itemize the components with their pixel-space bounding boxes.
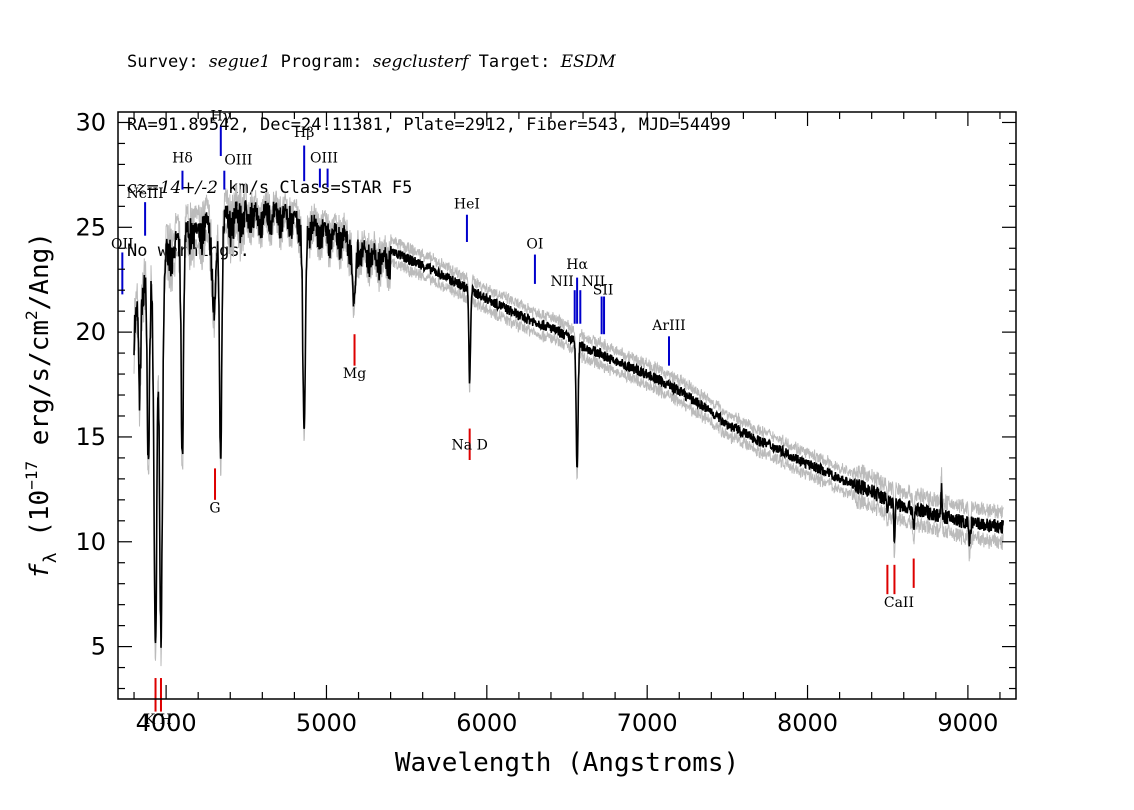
x-tick-label: 4000 xyxy=(136,709,197,737)
line-label: OII xyxy=(111,236,134,252)
line-label: Mg xyxy=(343,366,366,382)
line-label: Hγ xyxy=(210,108,231,124)
header-line-survey: Survey: segue1 Program: segclusterf Targ… xyxy=(127,52,731,73)
y-tick-label: 5 xyxy=(91,633,106,661)
y-axis-label-part: f xyxy=(25,563,55,579)
header-line-coords: RA=91.89542, Dec=24.11381, Plate=2912, F… xyxy=(127,115,731,135)
y-tick-label: 10 xyxy=(75,528,106,556)
line-markers xyxy=(121,126,915,712)
header-line-redshift: cz=14+/-2 km/s Class=STAR F5 xyxy=(127,178,731,199)
line-label: Hα xyxy=(566,257,588,273)
y-axis-label-part: −17 xyxy=(22,461,41,490)
plot-axes: 4000 5000 6000 7000 8000 9000 5 10 15 20 25 30 xyxy=(75,108,1017,737)
y-tick-label: 15 xyxy=(75,423,106,451)
y-axis-label-part: erg/s/cm xyxy=(25,320,55,461)
flux-series xyxy=(133,200,1004,648)
program-value: segclusterf xyxy=(372,52,469,72)
x-axis-label: Wavelength (Angstroms) xyxy=(395,748,739,778)
survey-value: segue1 xyxy=(208,52,271,72)
line-label: ArIII xyxy=(651,318,685,334)
x-tick-label: 5000 xyxy=(296,709,357,737)
y-axis-label-part: (10 xyxy=(25,490,55,553)
line-label: OIII xyxy=(310,150,338,166)
line-label: Na D xyxy=(452,438,488,454)
y-axis-label-part: /Ang) xyxy=(25,232,55,310)
flux-line xyxy=(133,200,1004,648)
survey-label: Survey: xyxy=(127,52,199,72)
cz-units: km/s xyxy=(228,178,270,198)
target-value: ESDM xyxy=(560,52,616,72)
program-label: Program: xyxy=(280,52,363,72)
line-label: Hβ xyxy=(294,125,314,141)
x-tick-label: 6000 xyxy=(456,709,517,737)
x-tick-label: 7000 xyxy=(617,709,678,737)
line-label: NII xyxy=(551,274,574,290)
spectrum-header: Survey: segue1 Program: segclusterf Targ… xyxy=(127,10,731,283)
plot-frame xyxy=(117,111,1017,700)
line-label: CaII xyxy=(884,595,914,611)
y-tick-label: 30 xyxy=(75,108,106,136)
y-tick-label: 20 xyxy=(75,318,106,346)
x-tick-label: 8000 xyxy=(777,709,838,737)
target-label: Target: xyxy=(478,52,551,72)
cz-value: cz=14+/-2 xyxy=(127,178,218,198)
line-label: G xyxy=(209,500,220,516)
y-axis-label-part: λ xyxy=(40,552,61,563)
line-label: OI xyxy=(526,236,543,252)
line-label: K H xyxy=(145,712,172,728)
line-label: SII xyxy=(593,282,614,298)
x-tick-label: 9000 xyxy=(937,709,998,737)
line-label: NeIII xyxy=(127,186,164,202)
y-axis-label: fλ (10−17 erg/s/cm2/Ang) xyxy=(22,232,61,579)
line-label: OIII xyxy=(224,152,252,168)
line-label: Hδ xyxy=(172,150,193,166)
error-upper xyxy=(133,182,1004,630)
y-tick-label: 25 xyxy=(75,213,106,241)
line-label: HeI xyxy=(454,196,480,212)
error-band xyxy=(133,182,1004,667)
line-label: NII xyxy=(582,274,605,290)
y-axis-label-part: 2 xyxy=(22,310,41,320)
class-value: Class=STAR F5 xyxy=(279,178,413,198)
